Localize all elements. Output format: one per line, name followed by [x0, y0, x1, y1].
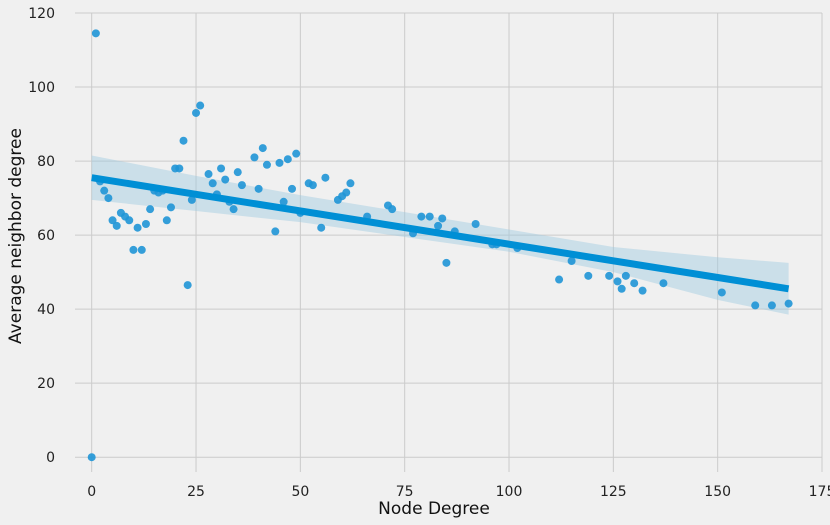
y-tick-label: 80	[37, 154, 55, 170]
data-point	[621, 271, 630, 280]
data-point	[275, 158, 284, 167]
data-point	[179, 136, 188, 145]
data-point	[271, 227, 280, 236]
data-point	[292, 149, 301, 158]
data-point	[605, 271, 614, 280]
x-tick-label: 150	[704, 484, 731, 500]
y-tick-label: 40	[37, 302, 55, 318]
data-point	[192, 108, 201, 117]
data-point	[104, 194, 113, 203]
data-point	[555, 275, 564, 284]
data-point	[630, 279, 639, 288]
y-tick-label: 120	[28, 6, 55, 22]
data-point	[659, 279, 668, 288]
data-point	[283, 155, 292, 164]
grid	[75, 12, 823, 472]
data-point	[417, 212, 426, 221]
data-point	[87, 453, 96, 462]
data-point	[183, 281, 192, 290]
x-tick-label: 125	[600, 484, 627, 500]
data-point	[146, 205, 155, 214]
data-point	[471, 219, 480, 228]
data-point	[288, 184, 297, 193]
y-tick-label: 0	[46, 450, 55, 466]
regression-line	[91, 174, 790, 293]
data-point	[112, 221, 121, 230]
data-point	[221, 175, 230, 184]
x-tick-label: 75	[396, 484, 414, 500]
data-point	[196, 101, 205, 110]
data-point	[442, 258, 451, 267]
data-point	[308, 181, 317, 190]
data-point	[108, 216, 117, 225]
data-point	[388, 205, 397, 214]
data-point	[254, 184, 263, 193]
x-tick-label: 25	[187, 484, 205, 500]
data-point	[613, 277, 622, 286]
data-point	[342, 188, 351, 197]
data-point	[317, 223, 326, 232]
y-tick-label: 100	[28, 80, 55, 96]
data-point	[137, 245, 146, 254]
data-point	[204, 170, 213, 179]
data-point	[279, 197, 288, 206]
x-tick-label: 100	[496, 484, 523, 500]
data-point	[346, 179, 355, 188]
data-point	[175, 164, 184, 173]
y-tick-labels: 0 20 40 60 80 100 120	[28, 6, 55, 466]
data-point	[751, 301, 760, 310]
data-point	[129, 245, 138, 254]
data-point	[638, 286, 647, 295]
data-point	[141, 219, 150, 228]
x-tick-label: 175	[809, 484, 830, 500]
y-tick-label: 60	[37, 228, 55, 244]
data-point	[166, 203, 175, 212]
x-tick-label: 0	[87, 484, 96, 500]
data-point	[434, 221, 443, 230]
data-point	[584, 271, 593, 280]
data-point	[567, 257, 576, 266]
x-axis-label: Node Degree	[378, 499, 490, 519]
y-axis-label: Average neighbor degree	[6, 128, 26, 344]
data-point	[233, 168, 242, 177]
data-point	[717, 288, 726, 297]
data-point	[229, 205, 238, 214]
data-point	[617, 284, 626, 293]
data-point	[125, 216, 134, 225]
data-point	[262, 160, 271, 169]
data-point	[258, 144, 267, 153]
data-point	[208, 179, 217, 188]
data-point	[784, 299, 793, 308]
data-point	[100, 186, 109, 195]
data-point	[217, 164, 226, 173]
data-point	[133, 223, 142, 232]
y-tick-label: 20	[37, 376, 55, 392]
x-tick-label: 50	[291, 484, 309, 500]
x-tick-labels: 0 25 50 75 100 125 150 175	[87, 484, 830, 500]
data-point	[321, 173, 330, 182]
data-point	[250, 153, 259, 162]
data-point	[187, 195, 196, 204]
data-point	[438, 214, 447, 223]
data-point	[162, 216, 171, 225]
data-point	[237, 181, 246, 190]
data-point	[767, 301, 776, 310]
regression-line-path	[91, 174, 790, 293]
data-point	[425, 212, 434, 221]
data-point	[91, 29, 100, 38]
